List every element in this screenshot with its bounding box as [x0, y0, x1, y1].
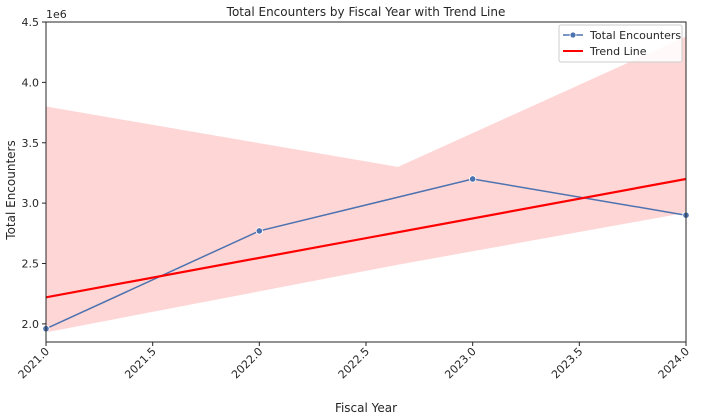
data-point — [469, 175, 477, 183]
confidence-band-layer — [46, 36, 686, 333]
y-tick-label: 4.0 — [22, 76, 40, 89]
x-tick-label: 2021.0 — [16, 345, 52, 381]
data-point — [255, 227, 263, 235]
confidence-band — [46, 36, 686, 333]
x-tick-label: 2022.5 — [336, 345, 372, 381]
y-tick-label: 4.5 — [22, 16, 40, 29]
y-tick-label: 3.0 — [22, 197, 40, 210]
y-offset-label: 1e6 — [46, 8, 67, 21]
legend-label-trend-line: Trend Line — [589, 45, 647, 58]
y-axis-label: Total Encounters — [4, 140, 18, 240]
x-tick-label: 2024.0 — [656, 345, 692, 381]
legend-box — [558, 24, 683, 63]
series-line-total-encounters — [46, 178, 686, 330]
legend-marker-total-encounters — [569, 31, 577, 39]
legend-label-total-encounters: Total Encounters — [589, 29, 681, 42]
chart-title: Total Encounters by Fiscal Year with Tre… — [226, 5, 506, 19]
y-tick-label: 2.5 — [22, 258, 40, 271]
x-tick-label: 2023.5 — [549, 345, 585, 381]
y-tick-label: 2.0 — [22, 318, 40, 331]
x-tick-label: 2023.0 — [442, 345, 478, 381]
x-axis-label: Fiscal Year — [335, 401, 397, 415]
x-tick-label: 2022.0 — [229, 345, 265, 381]
x-tick-label: 2021.5 — [122, 345, 158, 381]
x-axis: 2021.0 2021.5 2022.0 2022.5 2023.0 2023.5 2024… — [16, 342, 692, 381]
legend: Total Encounters Trend Line — [558, 24, 683, 63]
y-tick-label: 3.5 — [22, 137, 40, 150]
series-line-trend-line — [46, 177, 686, 299]
y-axis: 2.0 2.5 3.0 3.5 4.0 4.5 — [22, 16, 46, 331]
